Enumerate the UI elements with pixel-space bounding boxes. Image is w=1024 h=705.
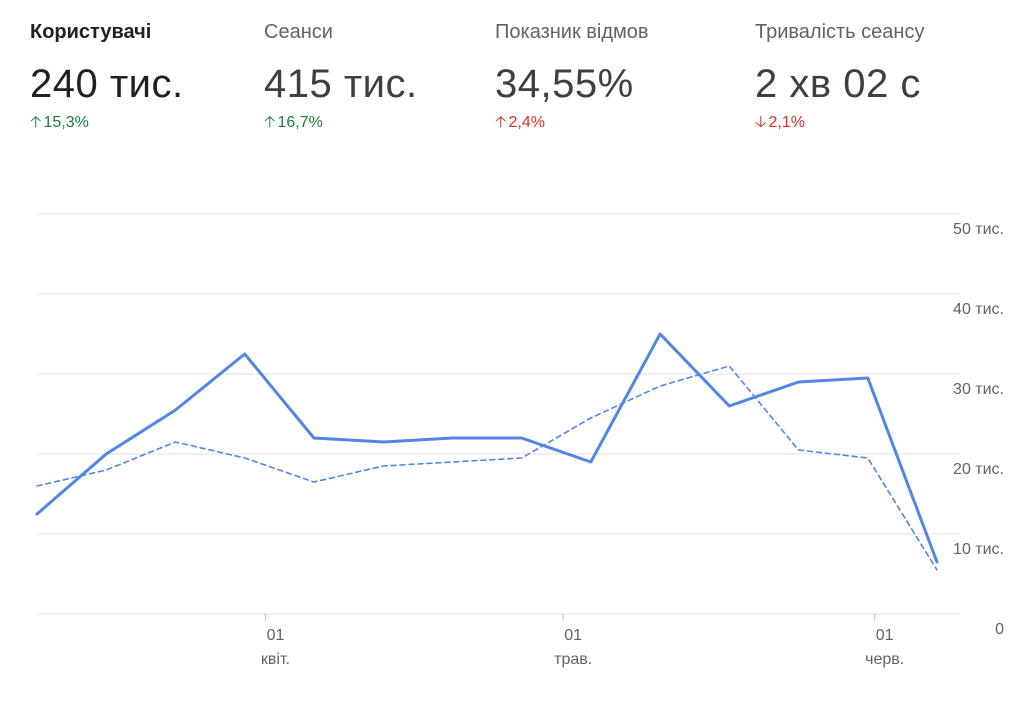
- y-tick-label: 40 тис.: [953, 301, 1004, 318]
- y-tick-label: 10 тис.: [953, 541, 1004, 558]
- metric-delta-value: 16,7%: [277, 114, 323, 131]
- metric-delta: 🡡 15,3%: [30, 112, 184, 134]
- metrics-bar: Користувачі 240 тис. 🡡 15,3% Сеанси 415 т…: [0, 0, 1024, 150]
- x-tick-label: черв.: [865, 651, 904, 668]
- metric-delta-value: 2,1%: [768, 114, 805, 131]
- arrow-up-icon: 🡡: [495, 114, 507, 131]
- line-chart: 0 10 тис. 20 тис. 30 тис. 40 тис. 50 тис. 01 кв…: [35, 213, 1004, 668]
- metric-value: 240 тис.: [30, 62, 184, 106]
- y-tick-label: 50 тис.: [953, 221, 1004, 238]
- metric-bounce-rate[interactable]: Показник відмов 34,55% 🡡 2,4%: [495, 18, 649, 134]
- metric-value: 415 тис.: [264, 62, 418, 106]
- metric-value: 34,55%: [495, 62, 634, 106]
- x-tick-label: 01: [564, 627, 582, 644]
- x-tick-label: 01: [267, 627, 285, 644]
- metric-label: Користувачі: [30, 21, 152, 43]
- metric-session-duration[interactable]: Тривалість сеансу 2 хв 02 с 🡣 2,1%: [755, 18, 924, 134]
- metric-delta-value: 2,4%: [508, 114, 545, 131]
- y-tick-label: 30 тис.: [953, 381, 1004, 398]
- metric-sessions[interactable]: Сеанси 415 тис. 🡡 16,7%: [264, 18, 418, 134]
- metric-label: Показник відмов: [495, 21, 649, 43]
- arrow-up-icon: 🡡: [30, 114, 42, 131]
- metric-delta: 🡣 2,1%: [755, 112, 924, 134]
- metric-delta: 🡡 16,7%: [264, 112, 418, 134]
- metric-users[interactable]: Користувачі 240 тис. 🡡 15,3%: [30, 18, 184, 134]
- current-period-line: [35, 332, 939, 564]
- metric-label: Сеанси: [264, 21, 333, 43]
- metric-delta: 🡡 2,4%: [495, 112, 649, 134]
- metric-label: Тривалість сеансу: [755, 21, 925, 43]
- arrow-up-icon: 🡡: [264, 114, 276, 131]
- x-tick-label: 01: [876, 627, 894, 644]
- arrow-down-icon: 🡣: [755, 114, 767, 131]
- y-tick-label: 0: [995, 621, 1004, 638]
- x-tick-label: квіт.: [261, 651, 290, 668]
- previous-period-line: [36, 365, 938, 571]
- metric-value: 2 хв 02 с: [755, 62, 921, 106]
- x-tick-label: трав.: [554, 651, 592, 668]
- metric-delta-value: 15,3%: [43, 114, 89, 131]
- y-tick-label: 20 тис.: [953, 461, 1004, 478]
